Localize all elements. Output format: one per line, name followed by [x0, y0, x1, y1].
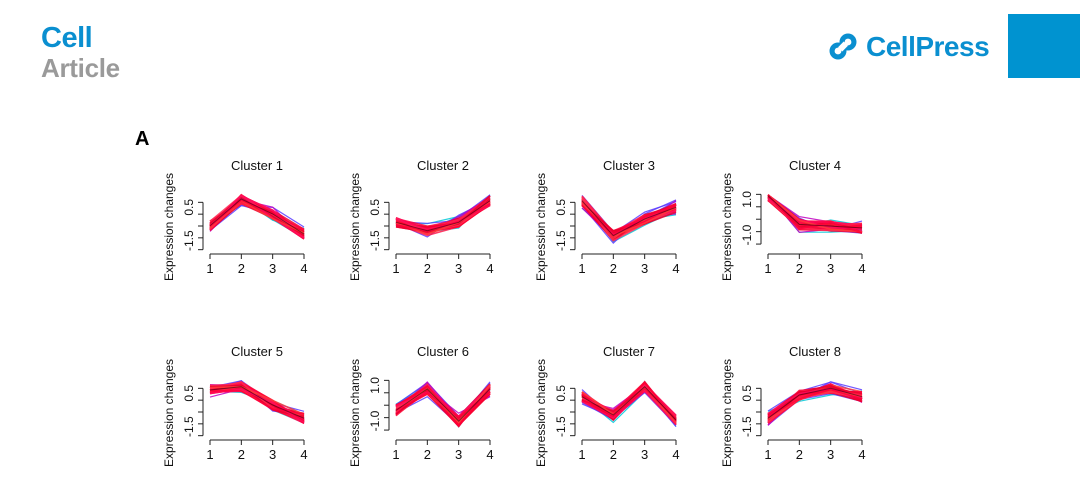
chart-title: Cluster 7 — [603, 344, 655, 359]
x-tick-label: 1 — [578, 261, 585, 276]
chart-cluster-7: Cluster 7 Expression changes -1.5 0.5 1 2 3 4 — [534, 344, 680, 467]
publisher-logo: CellPress — [826, 30, 990, 64]
x-tick-label: 3 — [827, 261, 834, 276]
journal-header: Cell Article — [41, 22, 120, 83]
x-tick-label: 3 — [269, 261, 276, 276]
centroid-line — [767, 387, 863, 419]
chart-title: Cluster 4 — [789, 158, 841, 173]
y-tick-label: -1.0 — [368, 410, 382, 431]
chart-title: Cluster 8 — [789, 344, 841, 359]
chart-cluster-8: Cluster 8 Expression changes -1.5 0.5 1 2 3 4 — [720, 344, 866, 467]
centroid-line — [581, 200, 677, 237]
x-tick-label: 1 — [392, 447, 399, 462]
x-tick-label: 4 — [672, 261, 679, 276]
x-tick-label: 2 — [424, 261, 431, 276]
member-profile-line — [581, 390, 677, 426]
chart-title: Cluster 6 — [417, 344, 469, 359]
x-tick-label: 2 — [238, 447, 245, 462]
corner-color-block — [1008, 14, 1080, 78]
x-tick-label: 3 — [455, 447, 462, 462]
x-tick-label: 1 — [578, 447, 585, 462]
centroid-line — [209, 386, 305, 419]
x-tick-label: 2 — [238, 261, 245, 276]
x-tick-label: 3 — [641, 447, 648, 462]
y-tick-label: -1.5 — [740, 416, 754, 437]
centroid-line — [395, 200, 491, 232]
cellpress-logo-icon — [829, 33, 857, 60]
chart-cluster-4: Cluster 4 Expression changes -1.0 1.0 1 2 3 4 — [720, 158, 866, 281]
y-tick-label: -1.5 — [554, 230, 568, 251]
y-axis-label: Expression changes — [162, 359, 176, 467]
y-tick-label: -1.5 — [554, 416, 568, 437]
x-tick-label: 4 — [486, 261, 493, 276]
x-tick-label: 2 — [610, 261, 617, 276]
x-tick-label: 4 — [300, 261, 307, 276]
y-tick-label: 1.0 — [740, 191, 754, 208]
y-axis-label: Expression changes — [720, 359, 734, 467]
x-tick-label: 3 — [641, 261, 648, 276]
chart-cluster-6: Cluster 6 Expression changes -1.0 1.0 1 2 3 4 — [348, 344, 494, 467]
x-tick-label: 1 — [764, 447, 771, 462]
y-axis-label: Expression changes — [348, 173, 362, 281]
y-tick-label: -1.5 — [182, 230, 196, 251]
chart-title: Cluster 1 — [231, 158, 283, 173]
chart-cluster-3: Cluster 3 Expression changes -1.5 0.5 1 2 3 4 — [534, 158, 680, 281]
chart-title: Cluster 3 — [603, 158, 655, 173]
member-profile-line — [209, 385, 305, 416]
x-tick-label: 1 — [764, 261, 771, 276]
chart-cluster-1: Cluster 1 Expression changes -1.5 0.5 1 2 3 4 — [162, 158, 308, 281]
chart-cluster-5: Cluster 5 Expression changes -1.5 0.5 1 2 3 4 — [162, 344, 308, 467]
y-tick-label: 0.5 — [554, 385, 568, 402]
x-tick-label: 4 — [858, 447, 865, 462]
y-tick-label: 0.5 — [740, 385, 754, 402]
y-tick-label: 0.5 — [554, 199, 568, 216]
y-axis-label: Expression changes — [348, 359, 362, 467]
centroid-line — [581, 386, 677, 421]
centroid-line — [767, 195, 863, 229]
x-tick-label: 2 — [796, 447, 803, 462]
member-profile-line — [767, 388, 863, 419]
x-tick-label: 4 — [858, 261, 865, 276]
panel-label: A — [135, 128, 150, 150]
y-tick-label: 1.0 — [368, 377, 382, 394]
chart-title: Cluster 5 — [231, 344, 283, 359]
y-tick-label: 0.5 — [368, 199, 382, 216]
x-tick-label: 4 — [672, 447, 679, 462]
y-tick-label: 0.5 — [182, 385, 196, 402]
member-profile-line — [581, 204, 677, 236]
chart-title: Cluster 2 — [417, 158, 469, 173]
x-tick-label: 1 — [392, 261, 399, 276]
member-profile-line — [581, 202, 677, 242]
x-tick-label: 3 — [269, 447, 276, 462]
y-axis-label: Expression changes — [534, 173, 548, 281]
x-tick-label: 4 — [486, 447, 493, 462]
member-profile-line — [209, 200, 305, 234]
x-tick-label: 3 — [827, 447, 834, 462]
x-tick-label: 1 — [206, 261, 213, 276]
chart-cluster-2: Cluster 2 Expression changes -1.5 0.5 1 2 3 4 — [348, 158, 494, 281]
publisher-name: CellPress — [866, 31, 990, 62]
x-tick-label: 2 — [796, 261, 803, 276]
y-axis-label: Expression changes — [162, 173, 176, 281]
y-tick-label: -1.5 — [182, 416, 196, 437]
y-tick-label: 0.5 — [182, 199, 196, 216]
y-tick-label: -1.0 — [740, 224, 754, 245]
article-type: Article — [41, 53, 120, 83]
y-axis-label: Expression changes — [534, 359, 548, 467]
y-axis-label: Expression changes — [720, 173, 734, 281]
x-tick-label: 2 — [610, 447, 617, 462]
journal-name: Cell — [41, 22, 93, 54]
y-tick-label: -1.5 — [368, 230, 382, 251]
centroid-line — [209, 198, 305, 235]
x-tick-label: 2 — [424, 447, 431, 462]
x-tick-label: 4 — [300, 447, 307, 462]
x-tick-label: 1 — [206, 447, 213, 462]
x-tick-label: 3 — [455, 261, 462, 276]
centroid-line — [395, 388, 491, 422]
